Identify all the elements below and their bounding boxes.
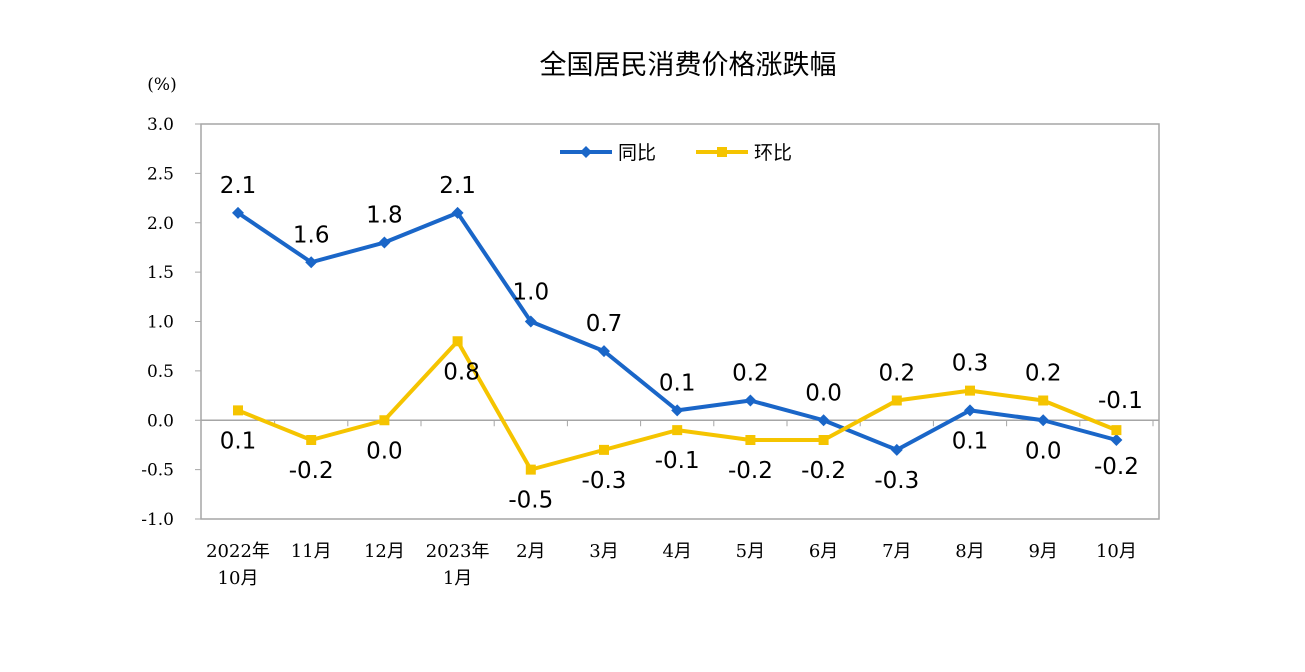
- data-point-blue: [1037, 414, 1050, 427]
- data-label-blue: 2.1: [220, 173, 257, 199]
- x-tick-label: 6月: [809, 541, 838, 562]
- data-point-yellow: [672, 425, 683, 436]
- data-label-blue: 1.0: [513, 280, 550, 306]
- data-point-yellow: [745, 435, 756, 445]
- y-tick-label: 1.0: [147, 313, 174, 333]
- y-tick-label: 2.5: [147, 164, 174, 184]
- chart-title: 全国居民消费价格涨跌幅: [540, 50, 837, 81]
- data-point-yellow: [233, 405, 243, 416]
- data-label-yellow: -0.3: [582, 468, 627, 494]
- data-label-yellow: -0.2: [289, 458, 334, 484]
- data-point-yellow: [379, 415, 390, 426]
- data-point-blue: [451, 206, 464, 219]
- data-label-blue: 1.8: [366, 203, 403, 229]
- y-tick-label: 0.5: [147, 362, 174, 382]
- data-point-blue: [232, 206, 244, 219]
- x-tick-label: 3月: [589, 541, 618, 562]
- data-label-yellow: 0.2: [879, 361, 916, 387]
- x-tick-label: 9月: [1028, 541, 1057, 562]
- data-point-yellow: [891, 395, 902, 406]
- y-tick-label: -0.5: [141, 461, 174, 481]
- data-point-blue: [378, 236, 391, 249]
- data-label-blue: 0.2: [732, 361, 769, 387]
- data-label-blue: -0.3: [874, 468, 919, 494]
- x-tick-label: 8月: [955, 541, 984, 562]
- data-label-blue: 1.6: [293, 222, 330, 248]
- data-point-blue: [890, 443, 903, 456]
- data-label-yellow: 0.2: [1025, 361, 1062, 387]
- legend-label-blue: 同比: [618, 142, 656, 164]
- x-tick-label: 10月: [1096, 541, 1137, 562]
- data-point-blue: [671, 404, 684, 417]
- data-point-yellow: [965, 385, 975, 396]
- data-label-blue: 0.7: [586, 311, 623, 337]
- y-tick-label: -1.0: [141, 510, 174, 530]
- y-axis-unit: (%): [147, 75, 176, 95]
- x-tick-label: 2月: [516, 541, 545, 562]
- data-label-blue: 0.0: [805, 380, 842, 406]
- y-tick-label: 0.0: [147, 411, 174, 431]
- data-label-blue: 0.1: [659, 370, 696, 396]
- data-label-yellow: -0.1: [1098, 388, 1143, 414]
- x-tick-label: 2023年: [426, 541, 490, 562]
- data-label-blue: -0.2: [1094, 454, 1139, 480]
- data-label-yellow: -0.5: [508, 488, 553, 514]
- x-tick-label: 4月: [662, 541, 691, 562]
- data-label-yellow: -0.2: [801, 458, 846, 484]
- data-point-blue: [964, 404, 976, 417]
- data-point-blue: [817, 414, 830, 427]
- data-point-yellow: [306, 435, 317, 445]
- data-label-yellow: 0.3: [952, 351, 989, 377]
- data-label-blue: 2.1: [439, 173, 476, 199]
- data-point-blue: [744, 394, 757, 407]
- data-point-yellow: [452, 336, 463, 347]
- x-tick-label: 12月: [364, 541, 405, 562]
- data-point-yellow: [1038, 395, 1049, 406]
- x-tick-label: 2022年: [206, 541, 270, 562]
- data-label-yellow: 0.8: [443, 359, 480, 385]
- data-label-blue: 0.0: [1025, 438, 1062, 464]
- data-point-yellow: [599, 444, 609, 455]
- y-tick-label: 3.0: [147, 115, 174, 135]
- y-tick-label: 1.5: [147, 263, 174, 283]
- x-tick-label: 5月: [736, 541, 765, 562]
- legend-marker-yellow: [717, 147, 727, 157]
- x-tick-label: 1月: [443, 568, 472, 589]
- data-label-yellow: -0.2: [728, 458, 773, 484]
- data-label-blue: 0.1: [952, 428, 989, 454]
- data-point-blue: [305, 256, 318, 269]
- data-point-blue: [598, 345, 610, 358]
- data-point-yellow: [1111, 425, 1122, 436]
- plot-area: [200, 123, 1160, 520]
- data-label-yellow: -0.1: [655, 448, 700, 474]
- data-label-yellow: 0.1: [220, 428, 257, 454]
- legend-label-yellow: 环比: [754, 142, 792, 164]
- data-point-blue: [1110, 434, 1123, 446]
- data-point-blue: [524, 315, 537, 328]
- data-label-yellow: 0.0: [366, 438, 403, 464]
- y-tick-label: 2.0: [147, 214, 174, 234]
- x-tick-label: 7月: [882, 541, 911, 562]
- data-point-yellow: [818, 435, 829, 445]
- x-tick-label: 10月: [218, 568, 259, 589]
- data-point-yellow: [525, 464, 536, 475]
- x-tick-label: 11月: [291, 541, 332, 562]
- legend-marker-blue: [580, 146, 592, 158]
